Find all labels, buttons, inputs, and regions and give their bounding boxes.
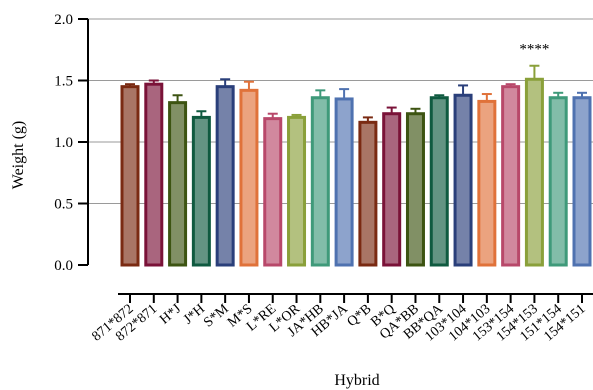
bar [548,96,568,267]
x-tick-label: H*J [157,301,184,327]
bar [405,112,425,267]
bar [263,117,283,267]
bar [382,112,402,267]
y-tick-label: 0.5 [54,197,73,213]
y-tick-label: 2.0 [54,12,73,28]
bars [120,77,592,267]
bar [358,120,378,267]
significance-annotation: **** [519,42,549,58]
y-axis-label: Weight (g) [10,121,27,189]
bar [334,97,354,267]
bar [477,99,497,267]
bar [310,96,330,267]
bar [572,96,592,267]
bar [287,115,307,267]
y-tick-label: 0.0 [54,258,73,274]
bar [453,93,473,267]
annotations: **** [519,42,549,58]
y-tick-label: 1.0 [54,135,73,151]
bar [120,85,140,267]
bar [168,101,188,267]
bar [191,115,211,267]
bar [144,82,164,267]
x-axis: 871*872872*871H*JJ*HS*MM*SL*REL*ORJA*HBH… [89,293,593,345]
bar [429,96,449,267]
x-axis-label: Hybrid [334,372,379,389]
y-axis: 0.0 0.5 1.0 1.5 2.0 [54,12,89,274]
y-tick-label: 1.5 [54,74,73,90]
bar [215,85,235,267]
bar [524,77,544,267]
x-tick-label: Q*B [345,302,375,330]
bar [239,88,259,267]
bar [501,85,521,267]
error-bars [125,64,587,123]
